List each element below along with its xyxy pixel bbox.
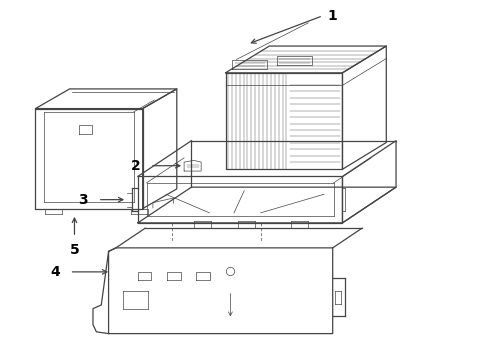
Text: 5: 5 [70,243,79,257]
Text: 1: 1 [328,9,338,23]
Text: 2: 2 [130,159,140,173]
Text: 4: 4 [50,265,60,279]
Text: 3: 3 [78,193,88,207]
